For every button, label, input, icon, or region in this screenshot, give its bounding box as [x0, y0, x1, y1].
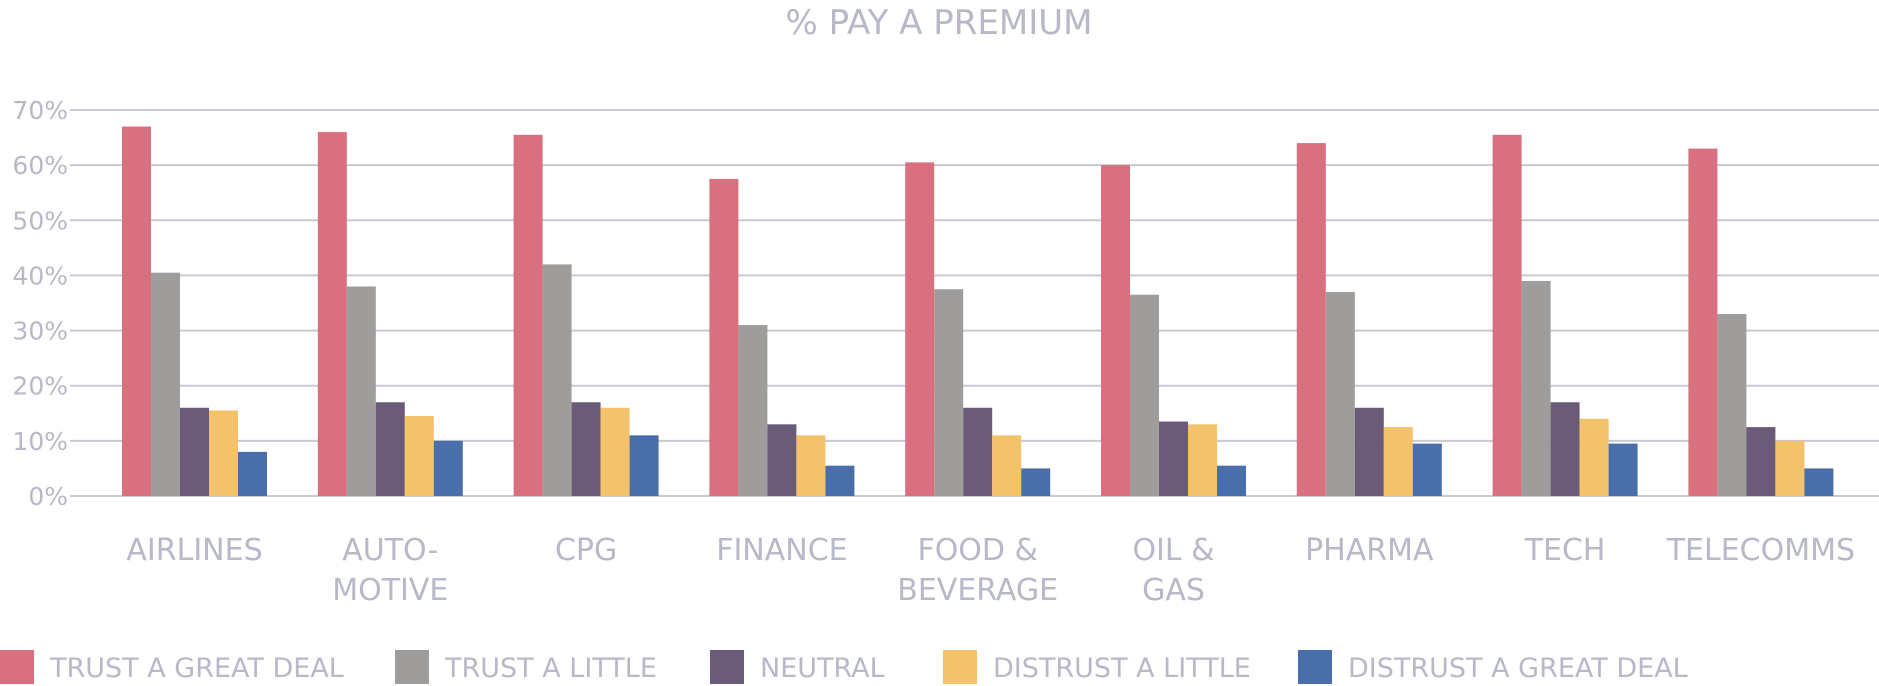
y-tick-label: 0%: [28, 482, 68, 511]
legend-label: DISTRUST A GREAT DEAL: [1348, 653, 1688, 684]
y-tick-label: 30%: [12, 317, 68, 346]
legend-swatch-trust-a-little: [395, 650, 429, 684]
y-tick-label: 10%: [12, 427, 68, 456]
bar-trust-a-little: [738, 325, 768, 496]
bar-trust-a-great-deal: [513, 134, 543, 497]
bar-neutral: [1550, 402, 1580, 496]
bar-distrust-a-great-deal: [825, 465, 855, 496]
bar-trust-a-great-deal: [317, 132, 347, 497]
bar-distrust-a-great-deal: [1412, 443, 1442, 496]
bar-distrust-a-great-deal: [1217, 465, 1246, 496]
category-label: CPG: [555, 533, 617, 568]
chart-title: % PAY A PREMIUM: [786, 3, 1093, 43]
bar-trust-a-great-deal: [905, 162, 935, 496]
bar-trust-a-great-deal: [1492, 134, 1522, 497]
bar-neutral: [1159, 421, 1188, 496]
bar-trust-a-great-deal: [709, 178, 739, 496]
category-label: AUTO-MOTIVE: [332, 533, 448, 608]
bar-trust-a-little: [346, 286, 376, 496]
bar-trust-a-little: [1521, 280, 1551, 496]
bar-distrust-a-little: [404, 416, 434, 496]
legend-label: NEUTRAL: [760, 653, 885, 684]
y-tick-label: 40%: [12, 261, 68, 290]
legend-label: TRUST A LITTLE: [444, 653, 657, 684]
bar-distrust-a-great-deal: [1021, 468, 1051, 496]
category-label: TECH: [1524, 533, 1606, 568]
legend-swatch-neutral: [710, 650, 744, 684]
legend: TRUST A GREAT DEAL TRUST A LITTLE NEUTRAL D…: [0, 650, 1688, 684]
bar-trust-a-little: [1325, 291, 1355, 496]
x-axis-categories: AIRLINES AUTO-MOTIVE CPG FINANCE FOOD & BEVER…: [126, 533, 1855, 608]
legend-label: TRUST A GREAT DEAL: [49, 653, 344, 684]
bar-trust-a-great-deal: [1296, 143, 1326, 497]
category-label: PHARMA: [1305, 533, 1434, 568]
category-label: AIRLINES: [126, 533, 262, 568]
bar-distrust-a-great-deal: [1608, 443, 1638, 496]
legend-swatch-distrust-a-great-deal: [1298, 650, 1332, 684]
bar-neutral: [963, 407, 993, 496]
bar-trust-a-little: [1130, 294, 1159, 496]
y-tick-label: 50%: [12, 206, 68, 235]
bar-distrust-a-great-deal: [238, 451, 267, 496]
bar-neutral: [180, 407, 209, 496]
legend-swatch-distrust-a-little: [943, 650, 977, 684]
legend-swatch-trust-a-great-deal: [0, 650, 34, 684]
bar-distrust-a-little: [796, 435, 826, 496]
bar-distrust-a-great-deal: [1804, 468, 1834, 496]
legend-label: DISTRUST A LITTLE: [993, 653, 1251, 684]
bar-trust-a-little: [1717, 314, 1747, 496]
bar-trust-a-great-deal: [1688, 148, 1718, 496]
category-label: TELECOMMS: [1666, 533, 1855, 568]
bar-distrust-a-great-deal: [433, 440, 463, 496]
bar-distrust-a-little: [600, 407, 630, 496]
bar-trust-a-great-deal: [122, 126, 151, 497]
category-label: FOOD & BEVERAGE: [897, 533, 1058, 608]
bar-distrust-a-little: [1775, 440, 1805, 496]
bar-trust-a-little: [934, 289, 964, 496]
bar-distrust-a-little: [209, 410, 238, 496]
y-axis-ticks: 0% 10% 20% 30% 40% 50% 60% 70%: [12, 96, 68, 511]
bar-neutral: [571, 402, 601, 496]
category-label: OIL & GAS: [1132, 533, 1214, 608]
bar-neutral: [1746, 427, 1776, 496]
bars: [122, 126, 1834, 497]
bar-trust-a-little: [151, 272, 180, 496]
bar-neutral: [1354, 407, 1384, 496]
y-tick-label: 70%: [12, 96, 68, 125]
y-tick-label: 20%: [12, 372, 68, 401]
bar-trust-a-great-deal: [1101, 165, 1130, 496]
bar-distrust-a-little: [1188, 424, 1217, 496]
y-tick-label: 60%: [12, 151, 68, 180]
bar-distrust-a-great-deal: [629, 435, 659, 496]
bar-neutral: [767, 424, 797, 496]
bar-distrust-a-little: [1383, 427, 1413, 496]
bar-distrust-a-little: [992, 435, 1022, 496]
bar-trust-a-little: [542, 264, 572, 496]
category-label: FINANCE: [716, 533, 847, 568]
bar-distrust-a-little: [1579, 418, 1609, 496]
bar-neutral: [375, 402, 405, 496]
